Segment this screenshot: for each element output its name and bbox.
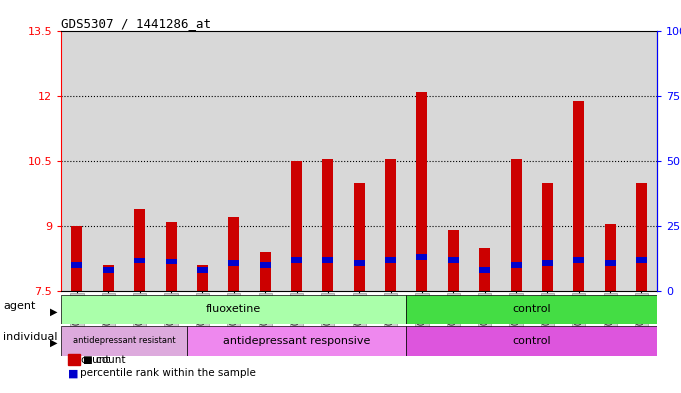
Bar [353, 260, 365, 266]
Bar [407, 326, 657, 356]
Text: control: control [512, 336, 551, 346]
Bar [385, 159, 396, 291]
Bar [165, 222, 176, 291]
Bar [61, 295, 407, 324]
Bar [542, 183, 553, 291]
Bar [291, 161, 302, 291]
Bar [228, 217, 239, 291]
Bar [134, 258, 145, 263]
Bar [573, 101, 584, 291]
Bar [103, 267, 114, 273]
Bar [573, 257, 584, 263]
Text: ■ count: ■ count [83, 354, 125, 365]
Bar [187, 326, 407, 356]
Bar [605, 224, 616, 291]
Text: agent: agent [3, 301, 36, 310]
Bar [448, 230, 459, 291]
Bar [542, 260, 553, 266]
Bar [479, 248, 490, 291]
Text: control: control [512, 305, 551, 314]
Bar [61, 326, 187, 356]
Bar [259, 262, 270, 268]
Bar [322, 257, 334, 263]
Bar [165, 259, 176, 264]
Text: ▶: ▶ [50, 307, 58, 316]
Text: GDS5307 / 1441286_at: GDS5307 / 1441286_at [61, 17, 211, 30]
Text: antidepressant resistant: antidepressant resistant [73, 336, 175, 345]
Bar [511, 262, 522, 268]
Text: antidepressant responsive: antidepressant responsive [223, 336, 370, 346]
Bar [448, 257, 459, 263]
Bar [605, 260, 616, 266]
Bar [407, 295, 657, 324]
Bar [134, 209, 145, 291]
Bar [197, 267, 208, 273]
Text: percentile rank within the sample: percentile rank within the sample [80, 368, 256, 378]
Text: ■: ■ [68, 354, 78, 365]
Bar [353, 183, 365, 291]
Bar [636, 183, 647, 291]
Bar [322, 159, 334, 291]
Bar [479, 267, 490, 273]
Bar [291, 257, 302, 263]
Bar [72, 262, 82, 268]
Text: count: count [80, 354, 110, 365]
Bar [103, 265, 114, 291]
Text: fluoxetine: fluoxetine [206, 305, 262, 314]
Bar [636, 257, 647, 263]
Bar [228, 260, 239, 266]
Bar [259, 252, 270, 291]
Bar [72, 226, 82, 291]
Text: ■: ■ [68, 368, 78, 378]
Bar [417, 254, 428, 260]
Text: individual: individual [3, 332, 58, 342]
Bar [385, 257, 396, 263]
Text: ▶: ▶ [50, 338, 58, 348]
Bar [417, 92, 428, 291]
Bar [197, 265, 208, 291]
Bar [511, 159, 522, 291]
